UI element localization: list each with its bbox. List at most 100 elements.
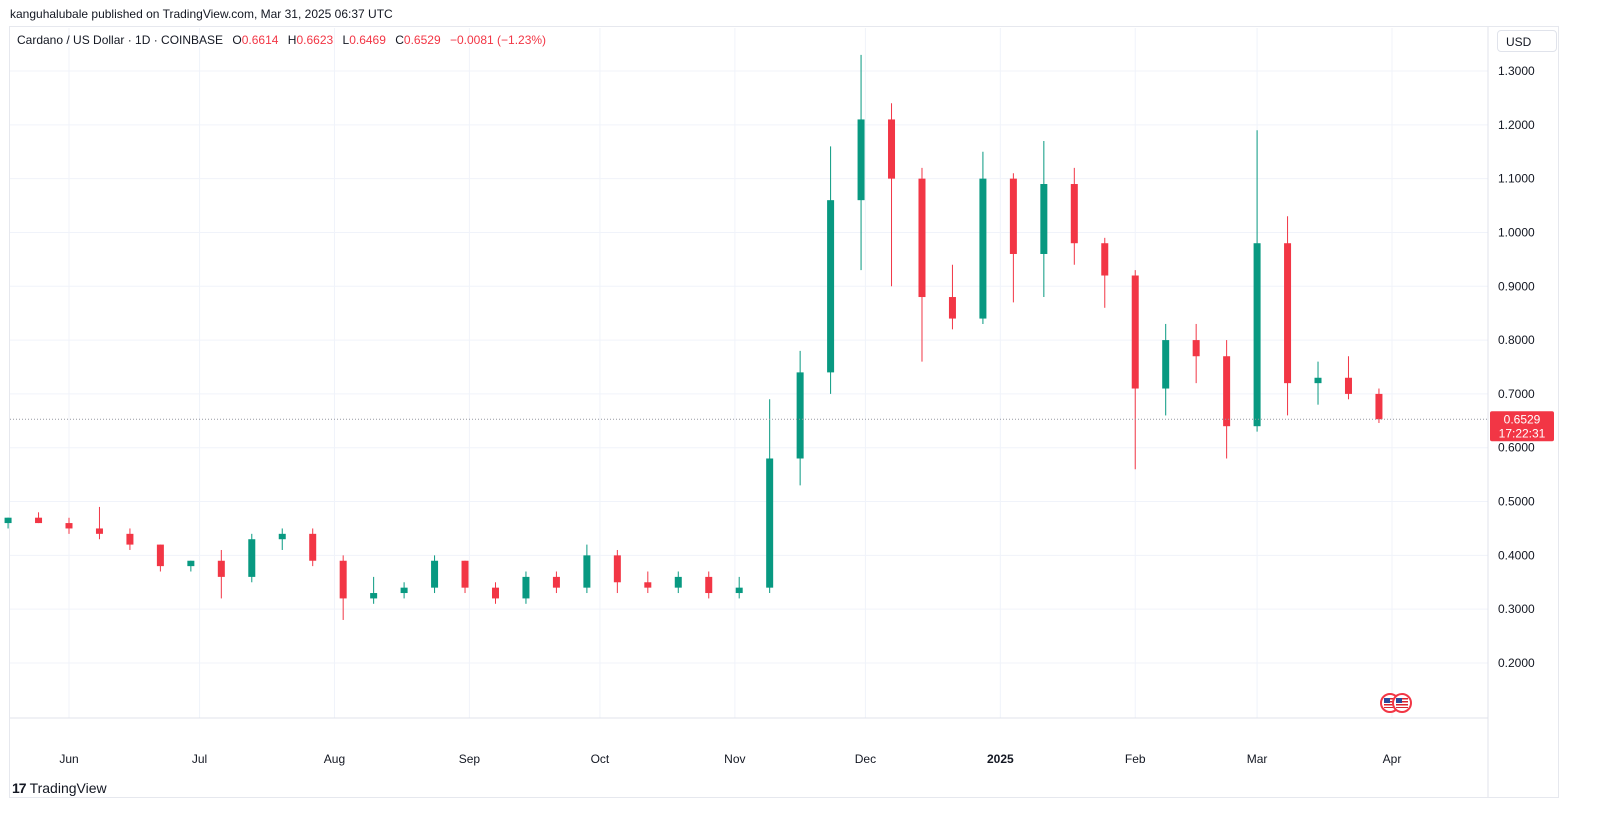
candle[interactable]: [95, 506, 103, 540]
low-value: 0.6469: [349, 33, 386, 47]
candle-body: [1375, 393, 1383, 420]
candle[interactable]: [400, 582, 408, 599]
candle[interactable]: [1344, 356, 1352, 400]
candle-body: [766, 458, 774, 588]
chart-frame: [9, 26, 1559, 798]
y-tick-label: 0.3000: [1498, 602, 1535, 616]
x-tick-label: Feb: [1125, 752, 1146, 766]
x-tick-label: Mar: [1247, 752, 1268, 766]
grid: [10, 28, 1488, 718]
candle[interactable]: [613, 549, 621, 594]
candle-body: [187, 560, 195, 567]
candle[interactable]: [1284, 216, 1292, 416]
candle[interactable]: [126, 528, 134, 550]
candle[interactable]: [1314, 361, 1322, 405]
candle-body: [552, 576, 560, 588]
candle[interactable]: [309, 528, 317, 567]
candle[interactable]: [1070, 167, 1078, 265]
candle-body: [217, 560, 225, 577]
candle[interactable]: [644, 571, 652, 594]
y-tick-label: 0.6000: [1498, 441, 1535, 455]
low-label: L: [342, 33, 350, 47]
candle-body: [796, 372, 804, 459]
candle-body: [644, 582, 652, 588]
currency-button[interactable]: USD: [1497, 30, 1557, 52]
candle-body: [1040, 184, 1048, 254]
candle[interactable]: [431, 555, 439, 594]
y-tick-label: 1.2000: [1498, 118, 1535, 132]
candle-body: [65, 523, 73, 529]
us-flag-icon[interactable]: [1392, 693, 1412, 713]
candle[interactable]: [979, 151, 987, 324]
candle[interactable]: [857, 54, 865, 271]
candle-body: [888, 119, 896, 179]
candle[interactable]: [339, 555, 347, 620]
x-tick-label: Nov: [724, 752, 745, 766]
candle-body: [948, 297, 956, 319]
candle-body: [613, 555, 621, 583]
ohlc-legend: Cardano / US Dollar · 1D · COINBASE O0.6…: [17, 33, 546, 47]
candle[interactable]: [1101, 237, 1109, 308]
candle-body: [431, 560, 439, 588]
y-tick-label: 1.3000: [1498, 64, 1535, 78]
candle[interactable]: [65, 517, 73, 534]
candle[interactable]: [1131, 270, 1139, 470]
candle-body: [126, 533, 134, 545]
candle-body: [278, 533, 286, 540]
candle[interactable]: [35, 512, 43, 524]
candle[interactable]: [1223, 340, 1231, 459]
candle[interactable]: [827, 146, 835, 394]
candle[interactable]: [1040, 140, 1048, 298]
last-price-value: 0.6529: [1504, 412, 1541, 426]
candle[interactable]: [552, 571, 560, 594]
candle[interactable]: [674, 571, 682, 594]
candle[interactable]: [766, 399, 774, 594]
candle-body: [1131, 275, 1139, 389]
candle-body: [827, 200, 835, 373]
candle-body: [857, 119, 865, 201]
candle-body: [95, 528, 103, 534]
candle[interactable]: [1375, 388, 1383, 423]
candle-body: [1009, 178, 1017, 254]
candle[interactable]: [948, 264, 956, 330]
last-price-tag-bg: [1490, 411, 1554, 442]
candle-body: [1192, 340, 1200, 357]
candle[interactable]: [278, 528, 286, 550]
candle[interactable]: [4, 517, 12, 529]
candle[interactable]: [705, 571, 713, 599]
event-markers[interactable]: [1380, 693, 1412, 713]
tradingview-footer[interactable]: 17 TradingView: [12, 780, 107, 796]
candle[interactable]: [491, 582, 499, 604]
y-tick-label: 0.8000: [1498, 333, 1535, 347]
candle[interactable]: [918, 167, 926, 362]
candle-body: [522, 576, 530, 599]
candle[interactable]: [217, 549, 225, 599]
candle[interactable]: [1253, 130, 1261, 432]
candle[interactable]: [735, 576, 743, 599]
tradingview-logo-icon: 17: [12, 780, 27, 796]
candle[interactable]: [156, 544, 164, 572]
candle[interactable]: [583, 544, 591, 594]
candle-body: [4, 517, 12, 524]
candle[interactable]: [1192, 323, 1200, 384]
y-tick-label: 0.4000: [1498, 548, 1535, 562]
change-value: −0.0081 (−1.23%): [449, 33, 547, 47]
candle[interactable]: [522, 571, 530, 604]
close-label: C: [395, 33, 404, 47]
candle[interactable]: [888, 103, 896, 287]
candle[interactable]: [370, 576, 378, 604]
candle[interactable]: [187, 560, 195, 572]
y-tick-label: 0.9000: [1498, 279, 1535, 293]
close-value: 0.6529: [403, 33, 441, 47]
bar-countdown: 17:22:31: [1499, 426, 1546, 440]
candle[interactable]: [1162, 323, 1170, 416]
candle-body: [156, 544, 164, 567]
candle-body: [979, 178, 987, 319]
candle[interactable]: [461, 560, 469, 594]
candle[interactable]: [1009, 173, 1017, 303]
brand-name: TradingView: [29, 780, 107, 796]
candle[interactable]: [248, 533, 256, 583]
candle[interactable]: [796, 350, 804, 486]
